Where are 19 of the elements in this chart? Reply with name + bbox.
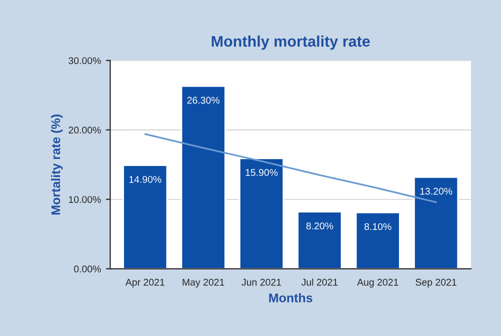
data-label: 8.20% bbox=[306, 222, 334, 230]
data-label: 8.10% bbox=[364, 223, 392, 230]
chart-title: Monthly mortality rate bbox=[212, 36, 370, 50]
x-tick-label: Jun 2021 bbox=[242, 278, 282, 286]
x-tick-label: Sep 2021 bbox=[416, 278, 456, 288]
y-tick-label: 10.00% bbox=[68, 196, 101, 203]
data-label: 13.20% bbox=[420, 188, 452, 195]
y-tick-label: 30.00% bbox=[68, 57, 101, 64]
y-tick-label: 20.00% bbox=[68, 126, 101, 134]
data-label: 15.90% bbox=[246, 169, 278, 176]
x-tick-label: Apr 2021 bbox=[125, 278, 164, 288]
x-tick-label: May 2021 bbox=[182, 278, 224, 288]
data-label: 14.90% bbox=[129, 176, 162, 183]
data-label: 26.30% bbox=[187, 96, 220, 104]
y-axis-title: Mortality rate (%) bbox=[51, 114, 63, 215]
x-tick-label: Aug 2021 bbox=[357, 278, 398, 288]
x-axis-title: Months bbox=[269, 293, 312, 302]
x-tick-label: Jul 2021 bbox=[301, 278, 338, 286]
y-tick-label: 0.00% bbox=[74, 266, 101, 272]
